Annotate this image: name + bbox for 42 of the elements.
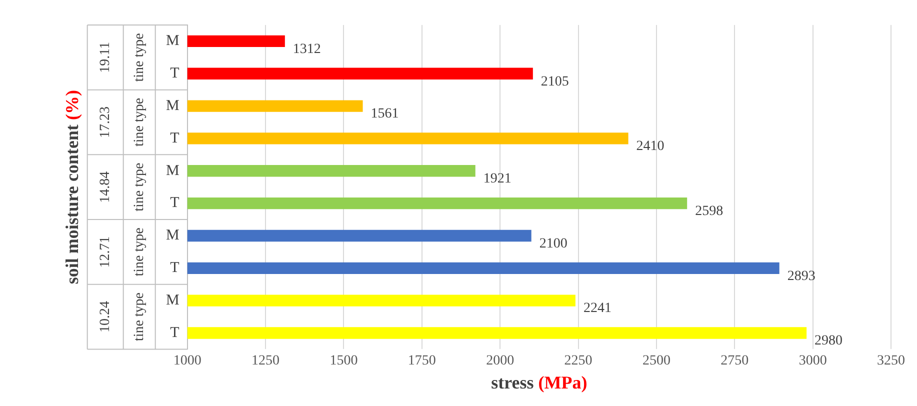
y-tick-label: T bbox=[170, 195, 180, 212]
y-tick-label: M bbox=[166, 228, 180, 244]
x-tick-label: 3000 bbox=[798, 353, 827, 368]
data-label: 2980 bbox=[814, 334, 843, 349]
y-tick-label: M bbox=[166, 98, 180, 114]
data-label: 2100 bbox=[539, 236, 568, 252]
data-label: 1921 bbox=[483, 172, 512, 187]
x-tick-label: 1500 bbox=[330, 353, 358, 368]
data-label: 2241 bbox=[583, 301, 612, 316]
text: tine type bbox=[132, 228, 148, 276]
data-label: 1561 bbox=[370, 106, 399, 122]
text: 17.23 bbox=[98, 106, 114, 138]
y-tick-label: M bbox=[166, 33, 180, 50]
text: 10.24 bbox=[98, 301, 114, 333]
y-axis-title: soil moisture content (%) bbox=[62, 90, 82, 284]
x-tick-label: 1000 bbox=[173, 353, 202, 368]
y-tick-label: M bbox=[166, 162, 180, 179]
x-tick-label: 2750 bbox=[720, 353, 749, 368]
data-label: 2598 bbox=[695, 204, 724, 219]
text: 14.84 bbox=[98, 171, 114, 203]
text: tine type bbox=[132, 33, 148, 82]
data-label: 1312 bbox=[292, 42, 321, 57]
text: 12.71 bbox=[98, 236, 114, 268]
x-tick-label: 2000 bbox=[486, 353, 514, 368]
y-tick-label: T bbox=[170, 324, 180, 341]
data-label: 2410 bbox=[636, 139, 664, 154]
y-tick-label: T bbox=[170, 130, 180, 146]
text: tine type bbox=[132, 162, 148, 212]
x-tick-label: 3250 bbox=[877, 353, 905, 368]
data-label: 2893 bbox=[787, 268, 816, 284]
y-tick-label: T bbox=[170, 260, 180, 276]
x-axis-title: stress (MPa) bbox=[491, 372, 588, 393]
y-tick-label: M bbox=[166, 292, 180, 309]
data-label: 2105 bbox=[540, 74, 569, 90]
x-tick-label: 2250 bbox=[564, 353, 592, 368]
text: tine type bbox=[132, 292, 148, 342]
text: 19.11 bbox=[98, 42, 114, 73]
x-tick-label: 1750 bbox=[408, 353, 436, 368]
x-tick-label: 1250 bbox=[252, 353, 280, 368]
x-tick-label: 2500 bbox=[642, 353, 670, 368]
text: tine type bbox=[132, 98, 148, 147]
y-tick-label: T bbox=[170, 66, 180, 82]
